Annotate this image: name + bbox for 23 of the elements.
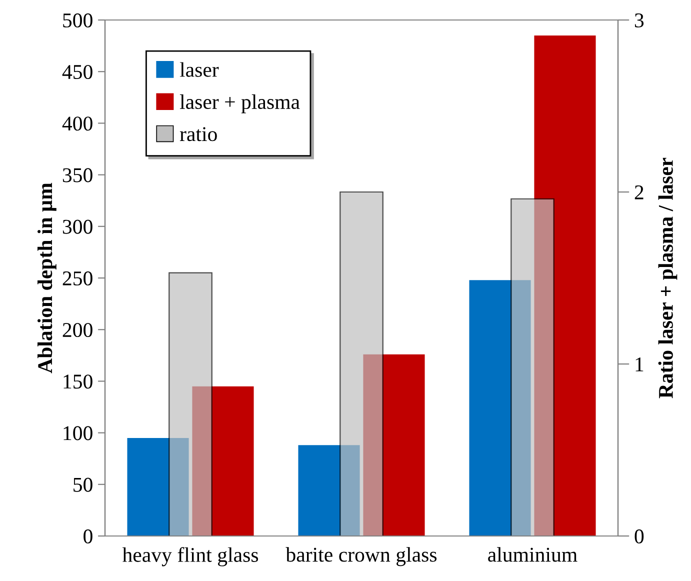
y2-axis-title: Ratio laser + plasma / laser [658, 158, 678, 398]
y-tick-label: 450 [62, 64, 92, 80]
y-tick-label: 50 [74, 478, 92, 492]
y-tick-label: 250 [62, 271, 92, 286]
legend-label: laser [180, 62, 219, 77]
y-tick-label: 400 [62, 116, 92, 131]
y-tick-label: 100 [64, 426, 92, 440]
y-tick-label: 500 [63, 13, 92, 28]
y-tick-label: 0 [84, 529, 92, 544]
y2-tick-label: 2 [634, 185, 644, 200]
y-axis-title: Ablation depth in µm [37, 182, 56, 374]
x-tick-label: aluminium [488, 547, 578, 562]
y2-tick-label: 1 [636, 357, 644, 372]
y-tick-label: 300 [62, 220, 92, 234]
y-tick-label: 200 [62, 322, 92, 338]
y-tick-label: 350 [62, 168, 92, 182]
legend-label: ratio [180, 127, 217, 142]
y2-tick-label: 0 [634, 529, 644, 544]
y-tick-label: 150 [64, 374, 92, 389]
y2-tick-label: 3 [634, 13, 644, 28]
legend-label: laser + plasma [180, 94, 300, 114]
x-tick-label: heavy flint glass [122, 547, 258, 566]
x-tick-label: barite crown glass [286, 547, 437, 566]
